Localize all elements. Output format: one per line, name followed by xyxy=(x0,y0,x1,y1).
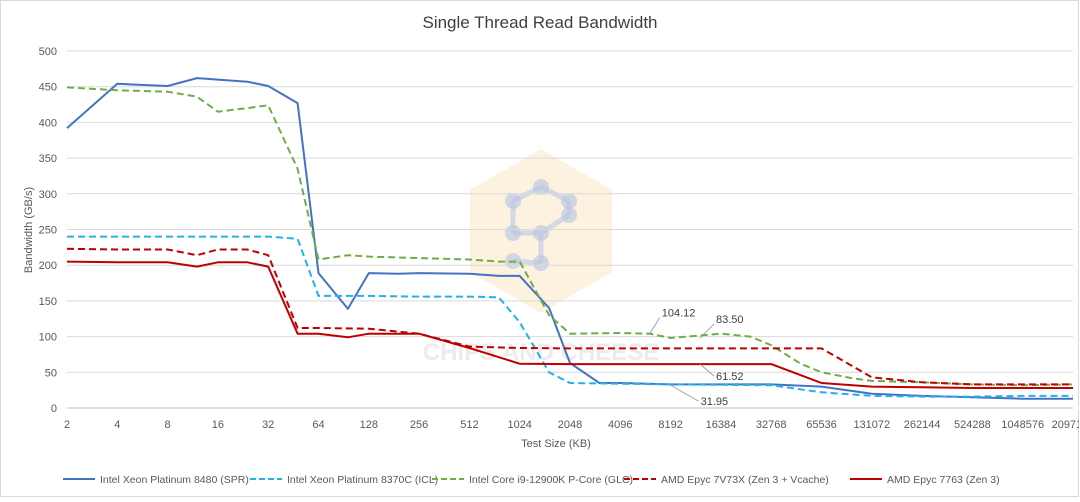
watermark-node xyxy=(561,207,577,223)
y-tick-label: 450 xyxy=(39,82,57,94)
x-tick-label: 4 xyxy=(114,419,120,431)
x-tick-label: 64 xyxy=(312,419,324,431)
x-tick-label: 2 xyxy=(64,419,70,431)
x-tick-label: 2097152 xyxy=(1052,419,1079,431)
series-line-5 xyxy=(66,260,1073,389)
watermark-node xyxy=(533,225,549,241)
x-tick-label: 65536 xyxy=(806,419,837,431)
x-tick-label: 4096 xyxy=(608,419,632,431)
series-line-1 xyxy=(66,77,1073,400)
x-tick-label: 262144 xyxy=(904,419,941,431)
legend-label: AMD Epyc 7V73X (Zen 3 + Vcache) xyxy=(661,474,829,486)
y-tick-label: 350 xyxy=(39,153,57,165)
watermark-node xyxy=(561,193,577,209)
watermark-text: CHIPS AND CHEESE xyxy=(423,339,659,366)
x-tick-label: 128 xyxy=(360,419,378,431)
x-tick-label: 16 xyxy=(212,419,224,431)
x-tick-label: 131072 xyxy=(853,419,890,431)
x-tick-label: 1048576 xyxy=(1001,419,1044,431)
x-tick-label: 32 xyxy=(262,419,274,431)
callout-leader xyxy=(699,323,715,339)
x-tick-label: 524288 xyxy=(954,419,991,431)
y-axis-title: Bandwidth (GB/s) xyxy=(23,187,35,273)
watermark-logo: CHIPS AND CHEESE xyxy=(423,149,659,366)
y-tick-label: 0 xyxy=(51,403,57,415)
callout-label: 61.52 xyxy=(716,371,744,383)
callout-leader xyxy=(649,317,661,334)
x-tick-label: 256 xyxy=(410,419,428,431)
legend-label: Intel Core i9-12900K P-Core (GLC) xyxy=(469,474,633,486)
callout-label: 31.95 xyxy=(701,396,729,408)
data-callouts: 104.12 83.50 61.52 31.95 xyxy=(649,308,744,408)
x-tick-label: 8192 xyxy=(658,419,682,431)
callout-label: 83.50 xyxy=(716,314,744,326)
y-tick-label: 500 xyxy=(39,46,57,58)
watermark-node xyxy=(533,179,549,195)
y-axis-ticks: 0 50 100 150 200 250 300 350 400 450 500 xyxy=(39,46,57,415)
gridlines xyxy=(67,50,1073,373)
x-tick-label: 1024 xyxy=(507,419,531,431)
x-tick-label: 2048 xyxy=(558,419,582,431)
x-tick-label: 32768 xyxy=(756,419,787,431)
callout-label: 104.12 xyxy=(662,308,696,320)
y-tick-label: 150 xyxy=(39,296,57,308)
series-line-2 xyxy=(67,235,1073,398)
x-axis-title: Test Size (KB) xyxy=(521,438,591,450)
x-axis-ticks: 2 4 8 16 32 64 128 256 512 1024 2048 4096 8192 16384 3… xyxy=(64,419,1080,431)
legend-label: Intel Xeon Platinum 8370C (ICL) xyxy=(287,474,438,486)
y-tick-label: 250 xyxy=(39,225,57,237)
series-line-3 xyxy=(66,86,1074,387)
x-tick-label: 8 xyxy=(165,419,171,431)
x-tick-label: 512 xyxy=(460,419,478,431)
x-tick-label: 16384 xyxy=(706,419,737,431)
legend: Intel Xeon Platinum 8480 (SPR) Intel Xeon… xyxy=(63,474,1000,486)
watermark-node xyxy=(505,225,521,241)
y-tick-label: 400 xyxy=(39,117,57,129)
legend-label: Intel Xeon Platinum 8480 (SPR) xyxy=(100,474,249,486)
y-tick-label: 100 xyxy=(39,332,57,344)
chart-title: Single Thread Read Bandwidth xyxy=(422,13,657,32)
watermark-node xyxy=(533,255,549,271)
legend-label: AMD Epyc 7763 (Zen 3) xyxy=(887,474,1000,486)
watermark-node xyxy=(505,193,521,209)
callout-leader xyxy=(699,363,715,377)
y-tick-label: 300 xyxy=(39,189,57,201)
series-layer xyxy=(66,77,1074,400)
y-tick-label: 50 xyxy=(45,367,57,379)
y-tick-label: 200 xyxy=(39,260,57,272)
callout-leader xyxy=(670,384,699,402)
